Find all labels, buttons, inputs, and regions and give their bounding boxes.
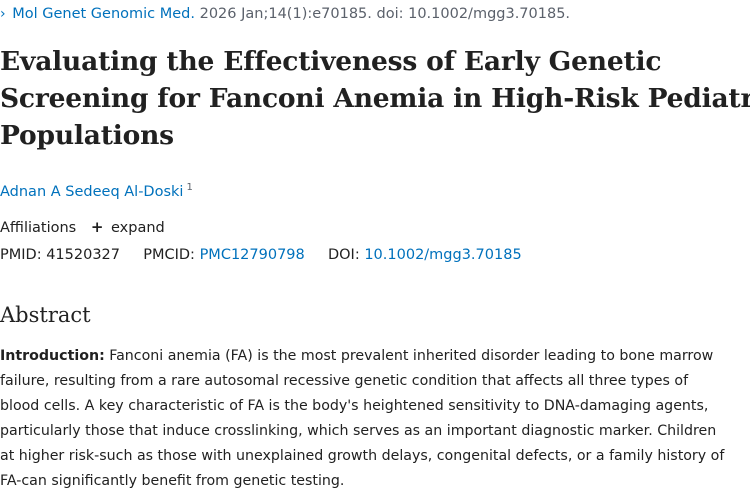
plus-icon: + bbox=[90, 218, 104, 236]
identifiers: PMID: 41520327 PMCID: PMC12790798 DOI: 1… bbox=[0, 245, 522, 265]
pmid-value: 41520327 bbox=[46, 247, 121, 263]
journal-link[interactable]: Mol Genet Genomic Med. bbox=[12, 6, 195, 22]
article-title-line: Screening for Fanconi Anemia in High-Ris… bbox=[0, 83, 750, 114]
chevron-right-icon[interactable]: › bbox=[0, 6, 6, 22]
abstract-line: Introduction: Fanconi anemia (FA) is the… bbox=[0, 344, 750, 369]
abstract-body: Introduction: Fanconi anemia (FA) is the… bbox=[0, 344, 750, 494]
pmid-label: PMID: bbox=[0, 247, 42, 263]
article-title-line: Populations bbox=[0, 120, 174, 151]
article-title: Evaluating the Effectiveness of Early Ge… bbox=[0, 43, 750, 154]
abstract-line: blood cells. A key characteristic of FA … bbox=[0, 398, 709, 414]
abstract-line: failure, resulting from a rare autosomal… bbox=[0, 373, 689, 389]
author-link[interactable]: Adnan A Sedeeq Al-Doski bbox=[0, 184, 184, 200]
pmcid-link[interactable]: PMC12790798 bbox=[199, 247, 305, 263]
abstract-line: particularly those that induce crosslink… bbox=[0, 423, 717, 439]
doi-label: DOI: bbox=[327, 247, 360, 263]
affiliations-toggle[interactable]: Affiliations + expand bbox=[0, 217, 165, 238]
abstract-heading: Abstract bbox=[0, 303, 91, 327]
abstract-section-label: Introduction: bbox=[0, 348, 105, 364]
citation-details: 2026 Jan;14(1):e70185. doi: 10.1002/mgg3… bbox=[199, 6, 571, 22]
author-affiliation-number[interactable]: 1 bbox=[186, 182, 193, 193]
pmcid-label: PMCID: bbox=[143, 247, 195, 263]
abstract-text: Fanconi anemia (FA) is the most prevalen… bbox=[104, 348, 714, 364]
citation-line: › Mol Genet Genomic Med. 2026 Jan;14(1):… bbox=[0, 4, 570, 24]
expand-label[interactable]: expand bbox=[111, 220, 165, 236]
article-title-line: Evaluating the Effectiveness of Early Ge… bbox=[0, 46, 662, 77]
authors-list: Adnan A Sedeeq Al-Doski 1 bbox=[0, 178, 193, 202]
doi-link[interactable]: 10.1002/mgg3.70185 bbox=[364, 247, 522, 263]
abstract-line: at higher risk-such as those with unexpl… bbox=[0, 448, 725, 464]
affiliations-label: Affiliations bbox=[0, 220, 77, 236]
abstract-line: FA-can significantly benefit from geneti… bbox=[0, 473, 345, 489]
